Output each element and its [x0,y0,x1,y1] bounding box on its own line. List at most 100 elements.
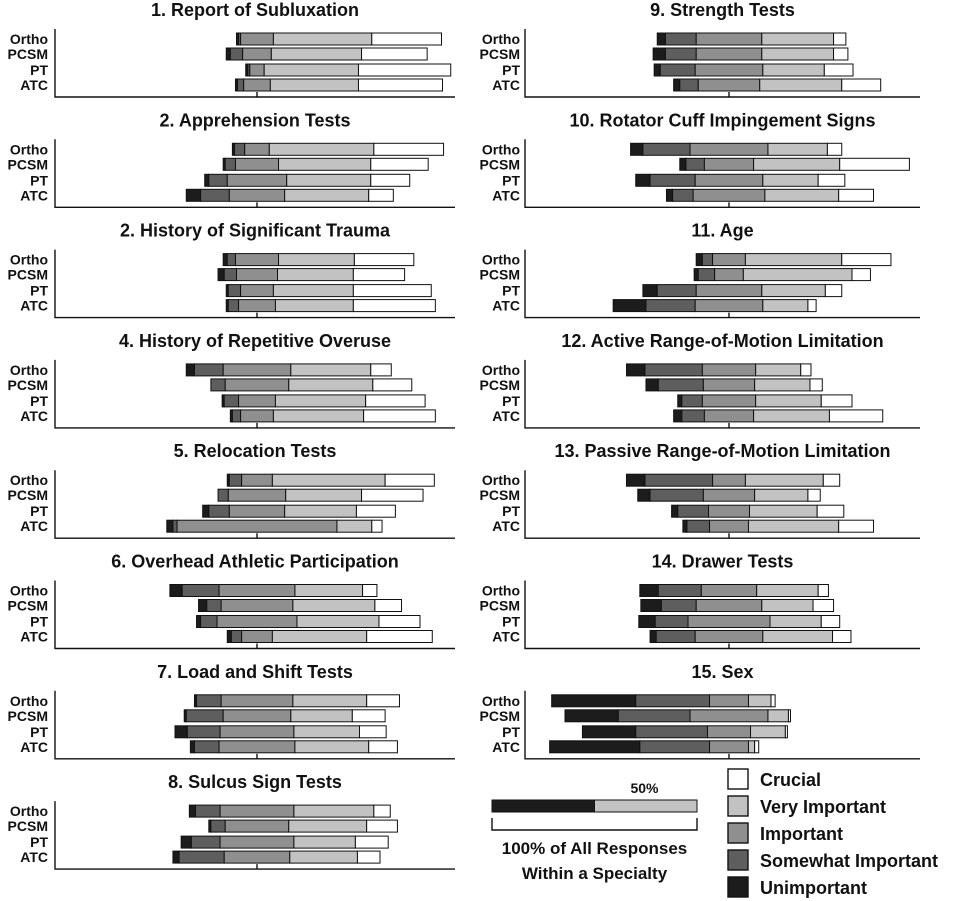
bar-segment-ortho-crucial [770,694,776,708]
bar-segment-pt-somewhat-important [656,284,697,298]
row-label-atc: ATC [492,518,520,534]
row-label-pt: PT [502,393,520,409]
panel-title: 5. Relocation Tests [174,441,337,461]
bar-segment-pcsm-important [695,599,763,612]
bar-segment-pcsm-very-important [285,488,363,502]
bar-segment-pcsm-unimportant [225,47,231,61]
bar-segment-ortho-somewhat-important [635,694,711,708]
panel-10-rotator-cuff-impingement-signs: 10. Rotator Cuff Impingement SignsOrthoP… [480,110,920,209]
bar-segment-pt-somewhat-important [186,725,221,739]
bar-segment-atc-very-important [269,78,359,92]
bar-segment-pt-important [708,504,750,518]
bar-segment-ortho-important [695,32,763,46]
row-label-pt: PT [502,724,520,740]
panel-title: 11. Age [691,221,753,241]
bar-segment-ortho-somewhat-important [196,694,222,708]
panel-axis-frame [54,139,455,209]
bar-segment-pcsm-very-important [278,157,372,171]
bar-segment-pcsm-very-important [288,819,368,833]
bar-segment-atc-important [218,740,296,754]
bar-segment-pt-very-important [284,504,357,518]
row-label-ortho: Ortho [10,583,48,599]
bar-segment-atc-important [176,519,338,533]
bar-segment-pcsm-very-important [753,157,841,171]
bar-segment-atc-important [238,299,276,313]
bar-segment-ortho-very-important [767,142,828,156]
bar-segment-pcsm-unimportant [652,47,666,61]
bar-segment-ortho-unimportant [222,253,228,267]
bar-segment-ortho-important [709,694,749,708]
bar-segment-pt-crucial [823,63,854,77]
bar-segment-atc-crucial [368,740,398,754]
row-label-atc: ATC [492,629,520,645]
row-label-atc: ATC [20,518,48,534]
bar-segment-atc-crucial [832,630,852,643]
bar-segment-ortho-important [244,142,270,156]
bar-segment-pcsm-crucial [812,599,835,612]
bar-segment-pcsm-somewhat-important [210,819,226,833]
bar-segment-ortho-unimportant [551,694,637,708]
bar-segment-ortho-somewhat-important [657,584,702,597]
legend-label-important: Important [760,824,843,844]
bar-segment-pcsm-somewhat-important [697,268,716,282]
bar-segment-atc-very-important [753,409,830,423]
bar-segment-pcsm-important [242,47,272,61]
bar-segment-pcsm-very-important [754,488,809,502]
row-label-ortho: Ortho [10,141,48,157]
bar-segment-pcsm-very-important [292,599,376,612]
row-label-ortho: Ortho [482,583,520,599]
bar-segment-atc-unimportant [172,850,180,864]
row-label-ortho: Ortho [10,472,48,488]
bar-segment-ortho-important [700,584,758,597]
scale-key: 50% 100% of All Responses Within a Special… [491,780,698,883]
bar-segment-pcsm-important [703,157,755,171]
bar-segment-ortho-crucial [826,142,843,156]
bar-segment-atc-important [694,299,764,313]
bar-segment-ortho-very-important [272,32,373,46]
bar-segment-pcsm-very-important [761,599,814,612]
bar-segment-atc-very-important [747,740,756,754]
bar-segment-atc-crucial [357,78,444,92]
row-label-pt: PT [502,283,520,299]
panel-13-passive-range-of-motion-limitation: 13. Passive Range-of-Motion Limitation Or… [480,441,920,539]
bar-segment-ortho-very-important [744,473,824,487]
bar-segment-atc-somewhat-important [655,630,696,643]
bar-segment-atc-important [240,409,274,423]
bar-segment-pcsm-very-important [277,268,354,282]
bar-segment-pt-important [226,173,288,187]
panel-6-overhead-athletic-participation: 6. Overhead Athletic ParticipationOrthoP… [8,552,455,650]
bar-segment-pt-crucial [816,504,845,518]
bar-segment-atc-very-important [274,299,354,313]
bar-segment-pcsm-very-important [742,268,853,282]
bar-segment-pcsm-important [227,488,287,502]
row-label-pcsm: PCSM [8,818,48,834]
bar-segment-ortho-somewhat-important [233,142,246,156]
row-label-pt: PT [30,503,48,519]
bar-segment-ortho-crucial [822,473,841,487]
row-label-atc: ATC [492,298,520,314]
row-label-ortho: Ortho [10,803,48,819]
bar-segment-atc-somewhat-important [193,740,220,754]
bar-segment-pt-unimportant [671,504,679,518]
bar-segment-pt-crucial [352,284,432,298]
bar-segment-pt-crucial [355,504,396,518]
bar-segment-pt-very-important [272,284,354,298]
bar-segment-ortho-somewhat-important [228,473,243,487]
scale-key-midpoint-label: 50% [630,780,659,796]
bar-segment-pcsm-somewhat-important [685,157,705,171]
bar-segment-pcsm-crucial [372,378,413,392]
bar-segment-atc-crucial [838,519,875,533]
panel-title: 2. Apprehension Tests [159,110,350,130]
row-label-pcsm: PCSM [8,156,48,172]
bar-segment-pcsm-unimportant [679,157,687,171]
panel-axis-frame [54,801,455,870]
row-label-ortho: Ortho [482,252,520,268]
bar-segment-ortho-important [218,584,296,597]
legend-swatch-somewhat-important [727,849,749,871]
legend-swatch-very-important [727,795,749,817]
bar-segment-pt-unimportant [174,725,188,739]
